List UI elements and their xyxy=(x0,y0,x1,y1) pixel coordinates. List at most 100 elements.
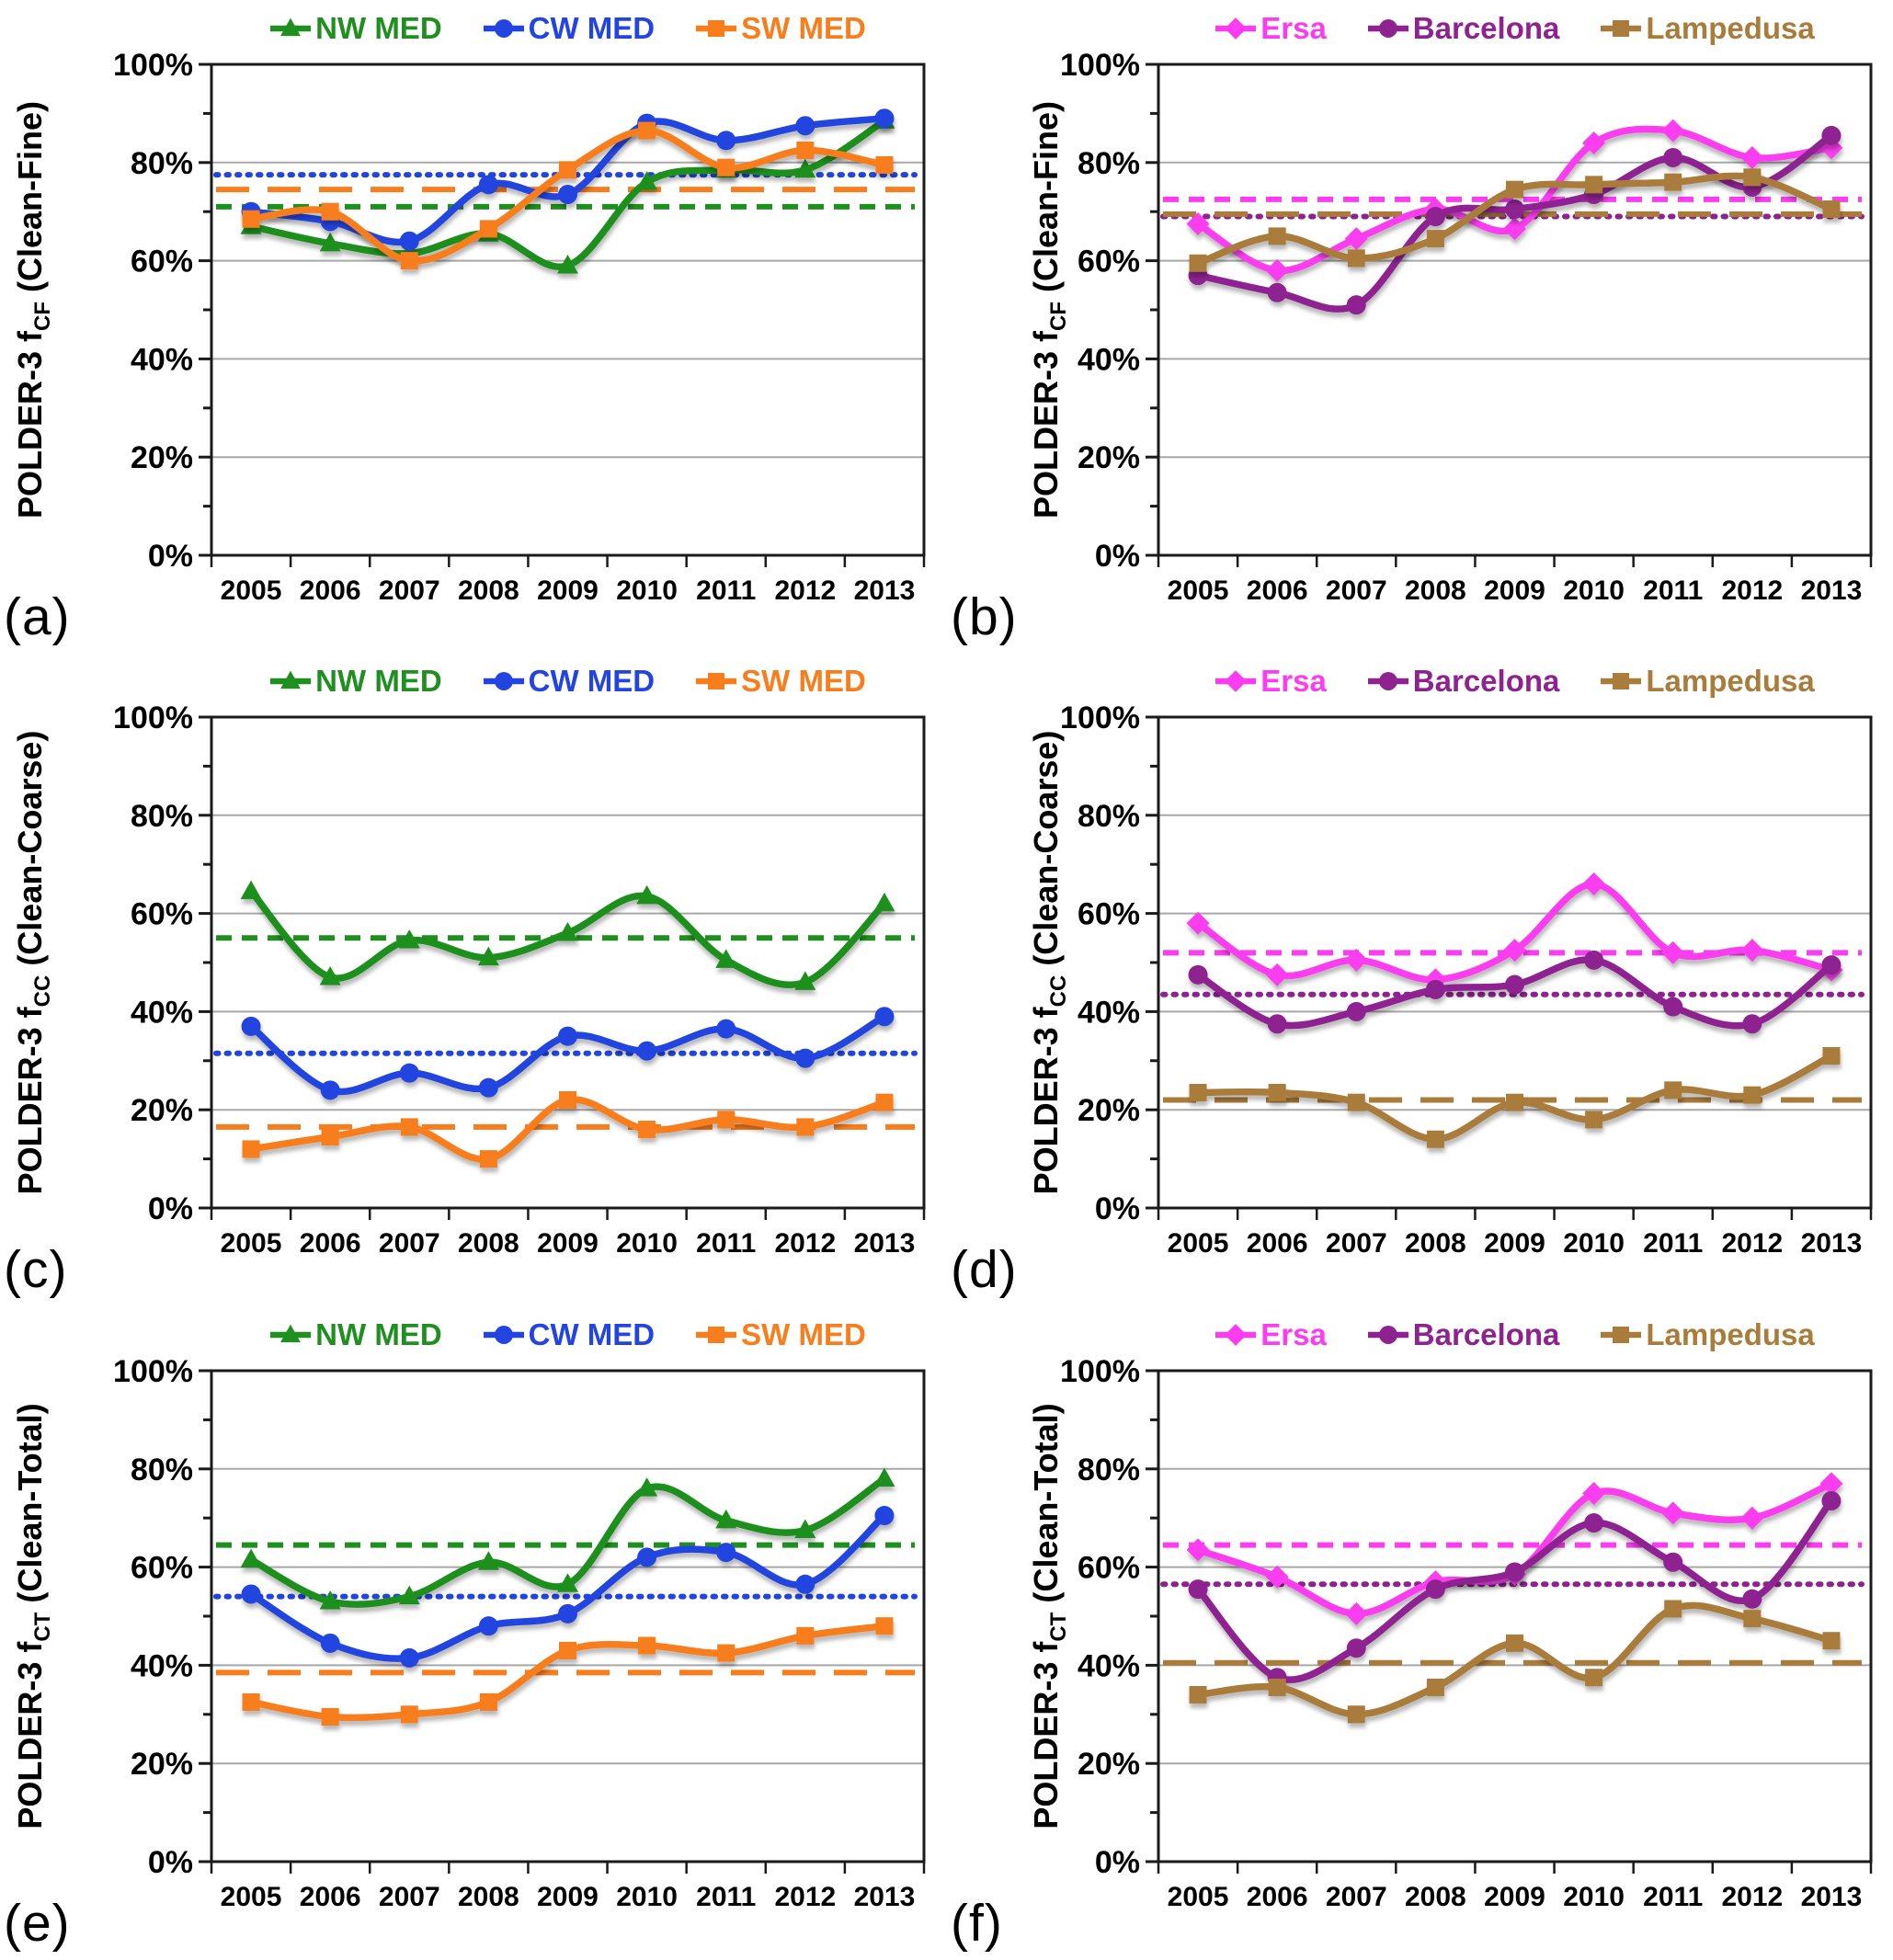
x-tick-label: 2005 xyxy=(1168,1228,1229,1259)
diamond-marker-icon xyxy=(1740,1506,1764,1530)
x-tick-label: 2011 xyxy=(1643,1882,1703,1912)
line-chart: 0% 20% 40% 60% 80% 100% 2005 2006 2007 2008 2009 20… xyxy=(1027,1354,1873,1912)
square-marker-icon xyxy=(875,155,894,174)
legend-item-sw-med: SW MED xyxy=(695,11,866,46)
y-tick-label: 60% xyxy=(131,1551,193,1586)
x-tick-label: 2006 xyxy=(300,1228,361,1259)
circle-marker-icon xyxy=(399,1647,419,1668)
square-marker-icon xyxy=(400,1118,418,1136)
x-tick-label: 2011 xyxy=(1643,1228,1703,1259)
triangle-marker-icon xyxy=(240,1548,262,1568)
line-chart: 0% 20% 40% 60% 80% 100% 2005 2006 2007 2008 2009 20… xyxy=(1027,48,1873,606)
circle-marker-icon xyxy=(1425,1579,1445,1600)
y-tick-label: 100% xyxy=(1060,1354,1140,1389)
y-tick-label: 40% xyxy=(131,342,193,377)
legend-label: Lampedusa xyxy=(1646,664,1815,698)
square-marker-icon xyxy=(559,161,576,179)
square-marker-icon xyxy=(796,141,815,159)
x-tick-label: 2009 xyxy=(1484,1882,1545,1912)
square-marker-icon xyxy=(638,1121,656,1139)
circle-marker-icon xyxy=(1505,1562,1524,1582)
y-tick-label: 40% xyxy=(1078,342,1140,377)
triangle-marker-icon xyxy=(398,929,420,949)
triangle-marker-icon xyxy=(240,880,262,900)
triangle-marker-icon xyxy=(794,1519,816,1539)
x-tick-label: 2012 xyxy=(1721,1228,1783,1259)
legend-marker-triangle-icon xyxy=(270,670,312,689)
x-tick-label: 2010 xyxy=(616,575,678,606)
panel-letter-c: (c) xyxy=(4,1240,68,1299)
legend-marker-square-icon xyxy=(696,19,737,38)
triangle-marker-icon xyxy=(280,17,302,37)
y-tick-label: 20% xyxy=(131,440,193,475)
x-tick-label: 2013 xyxy=(1801,1882,1863,1912)
legend-label: NW MED xyxy=(315,11,442,45)
legend-item-lampedusa: Lampedusa xyxy=(1600,664,1815,699)
panel-d: (d) Ersa Barcelona Lampedusa 0% 20% 40% 60% 80%… xyxy=(947,653,1893,1306)
diamond-marker-icon xyxy=(1186,911,1210,935)
triangle-marker-icon xyxy=(636,171,658,190)
x-tick-label: 2008 xyxy=(1405,1228,1466,1259)
x-tick-label: 2009 xyxy=(537,1882,599,1912)
line-chart: 0% 20% 40% 60% 80% 100% 2005 2006 2007 2008 2009 20… xyxy=(11,48,926,606)
y-tick-label: 80% xyxy=(1078,1453,1140,1487)
square-marker-icon xyxy=(1506,1093,1523,1111)
y-tick-label: 0% xyxy=(1095,1191,1140,1226)
y-tick-label: 40% xyxy=(1078,1648,1140,1683)
square-marker-icon xyxy=(796,1626,815,1645)
panel-letter-e: (e) xyxy=(4,1894,71,1953)
circle-marker-icon xyxy=(1378,672,1397,690)
circle-marker-icon xyxy=(478,175,498,195)
legend-item-lampedusa: Lampedusa xyxy=(1600,1317,1815,1352)
triangle-marker-icon xyxy=(557,1573,578,1592)
square-marker-icon xyxy=(708,19,725,38)
triangle-marker-icon xyxy=(794,971,816,990)
y-tick-label: 0% xyxy=(1095,1845,1140,1880)
legend-marker-circle-icon xyxy=(1367,672,1408,690)
legend-marker-square-icon xyxy=(1601,19,1642,38)
diamond-marker-icon xyxy=(1265,963,1289,986)
x-tick-label: 2013 xyxy=(854,1228,916,1259)
x-tick-label: 2005 xyxy=(1168,575,1229,606)
triangle-marker-icon xyxy=(398,1585,420,1605)
square-marker-icon xyxy=(479,1150,497,1168)
x-tick-label: 2010 xyxy=(616,1228,678,1259)
legend: NW MED CW MED SW MED xyxy=(211,1317,924,1352)
x-tick-label: 2012 xyxy=(774,1882,836,1912)
square-marker-icon xyxy=(708,672,725,690)
diamond-marker-icon xyxy=(1344,948,1368,972)
square-marker-icon xyxy=(717,1111,736,1129)
triangle-marker-icon xyxy=(557,254,578,274)
series-barcelona xyxy=(1188,1491,1842,1688)
square-marker-icon xyxy=(1664,173,1682,191)
x-tick-label: 2010 xyxy=(616,1882,678,1912)
legend-item-ersa: Ersa xyxy=(1214,1317,1327,1352)
circle-marker-icon xyxy=(1425,979,1445,999)
circle-marker-icon xyxy=(494,672,513,690)
legend-marker-triangle-icon xyxy=(270,1324,312,1343)
circle-marker-icon xyxy=(795,116,815,136)
square-marker-icon xyxy=(1822,1632,1841,1650)
legend-label: Lampedusa xyxy=(1646,11,1815,45)
legend-marker-square-icon xyxy=(1601,1326,1642,1344)
plot-frame xyxy=(1157,1369,1873,1863)
panel-e: (e) NW MED CW MED SW MED 0% 20% 40% 60% 80% 100%… xyxy=(0,1306,947,1960)
x-tick-label: 2012 xyxy=(1721,1882,1783,1912)
x-tick-label: 2007 xyxy=(1326,1882,1387,1912)
x-tick-label: 2013 xyxy=(854,575,916,606)
plot-frame xyxy=(210,63,926,557)
diamond-marker-icon xyxy=(1661,940,1685,964)
legend-item-sw-med: SW MED xyxy=(695,1317,866,1352)
diamond-marker-icon xyxy=(1582,131,1606,154)
legend-item-barcelona: Barcelona xyxy=(1367,11,1559,46)
diamond-marker-icon xyxy=(1265,258,1289,282)
y-axis-label: POLDER-3 fCF (Clean-Fine) xyxy=(1027,101,1071,518)
circle-marker-icon xyxy=(241,1016,261,1036)
series-nw-med xyxy=(240,1467,895,1610)
legend-label: NW MED xyxy=(315,664,442,698)
circle-marker-icon xyxy=(795,1574,815,1594)
x-tick-label: 2008 xyxy=(458,1228,519,1259)
y-axis-label: POLDER-3 fCC (Clean-Coarse) xyxy=(11,731,55,1195)
legend-label: CW MED xyxy=(528,664,656,698)
